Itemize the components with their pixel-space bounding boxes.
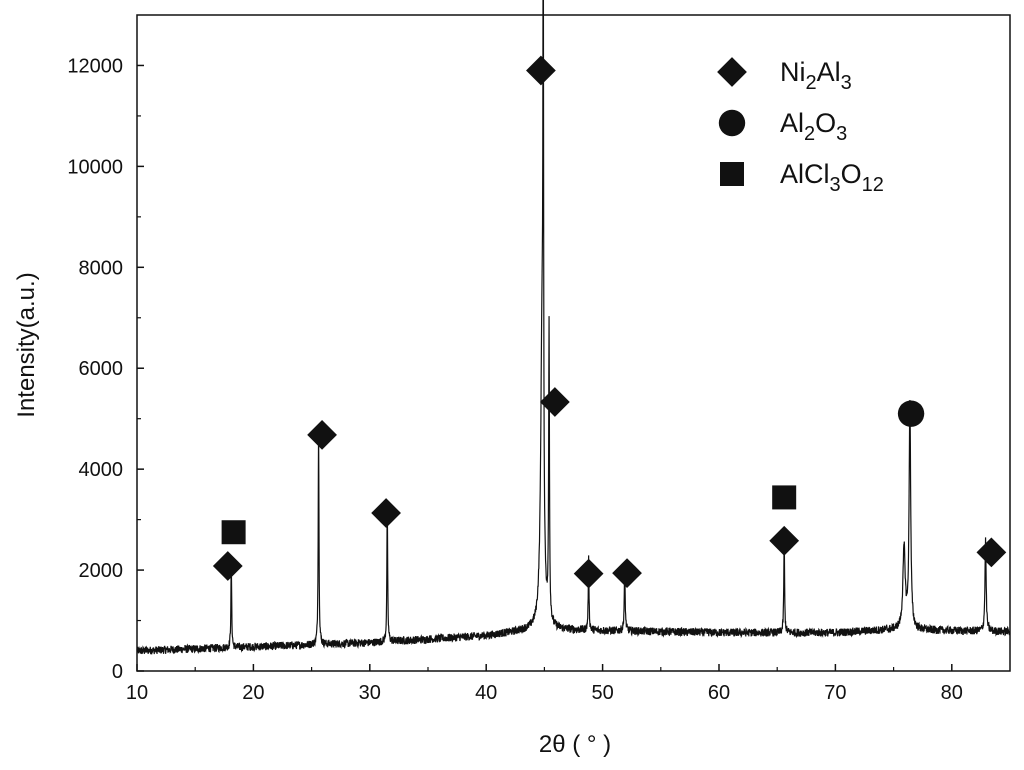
square-marker (772, 485, 797, 510)
legend-label: AlCl3O12 (780, 159, 884, 196)
legend-subscript: 3 (841, 72, 852, 94)
plot-frame (136, 14, 1011, 672)
x-tick-label: 10 (126, 682, 148, 704)
legend-subscript: 2 (806, 72, 817, 94)
diamond-marker (307, 419, 337, 450)
diamond-marker (371, 498, 401, 528)
tick-labels: 10 20 30 40 50 60 70 80 0 2000 4000 6000 8000 10000 12… (67, 55, 963, 704)
diamond-marker (212, 551, 243, 581)
legend-text-part: AlCl (780, 159, 830, 189)
x-tick-label: 70 (824, 682, 846, 704)
diamond-marker (526, 55, 556, 86)
square-marker (221, 520, 246, 545)
legend-diamond-icon (717, 57, 747, 87)
legend-square-icon (720, 162, 744, 186)
legend-subscript: 2 (804, 123, 815, 145)
x-tick-label: 30 (359, 682, 381, 704)
y-axis-title: Intensity(a.u.) (13, 272, 40, 417)
diamond-marker (539, 387, 570, 417)
diamond-marker (976, 537, 1007, 568)
x-axis-title: 2θ ( ° ) (539, 731, 611, 758)
peak-markers (212, 55, 1007, 589)
legend-subscript: 3 (830, 174, 841, 196)
diamond-marker (573, 558, 604, 589)
circle-marker (897, 400, 925, 427)
xrd-pattern-line (136, 0, 1011, 655)
legend-text-part: O (841, 159, 862, 189)
y-tick-label: 6000 (79, 358, 124, 380)
diamond-marker (769, 525, 800, 556)
y-tick-label: 4000 (79, 459, 124, 481)
y-tick-label: 8000 (79, 257, 124, 279)
diamond-marker (612, 558, 642, 588)
legend-circle-icon (718, 109, 746, 137)
x-tick-label: 40 (475, 682, 497, 704)
legend-text-part: Al (780, 108, 804, 138)
y-tick-label: 12000 (67, 55, 123, 77)
x-tick-label: 60 (708, 682, 730, 704)
legend-text-part: O (815, 108, 836, 138)
x-tick-label: 50 (591, 682, 613, 704)
legend-text-part: Ni (780, 57, 806, 87)
legend-subscript: 3 (836, 123, 847, 145)
legend-label: Al2O3 (780, 108, 847, 145)
x-tick-label: 80 (941, 682, 963, 704)
legend-subscript: 12 (862, 174, 884, 196)
y-tick-label: 0 (112, 661, 123, 683)
x-tick-label: 20 (242, 682, 264, 704)
legend-label: Ni2Al3 (780, 57, 852, 94)
legend-text-part: Al (817, 57, 841, 87)
y-tick-label: 10000 (67, 156, 123, 178)
y-tick-label: 2000 (79, 560, 124, 582)
